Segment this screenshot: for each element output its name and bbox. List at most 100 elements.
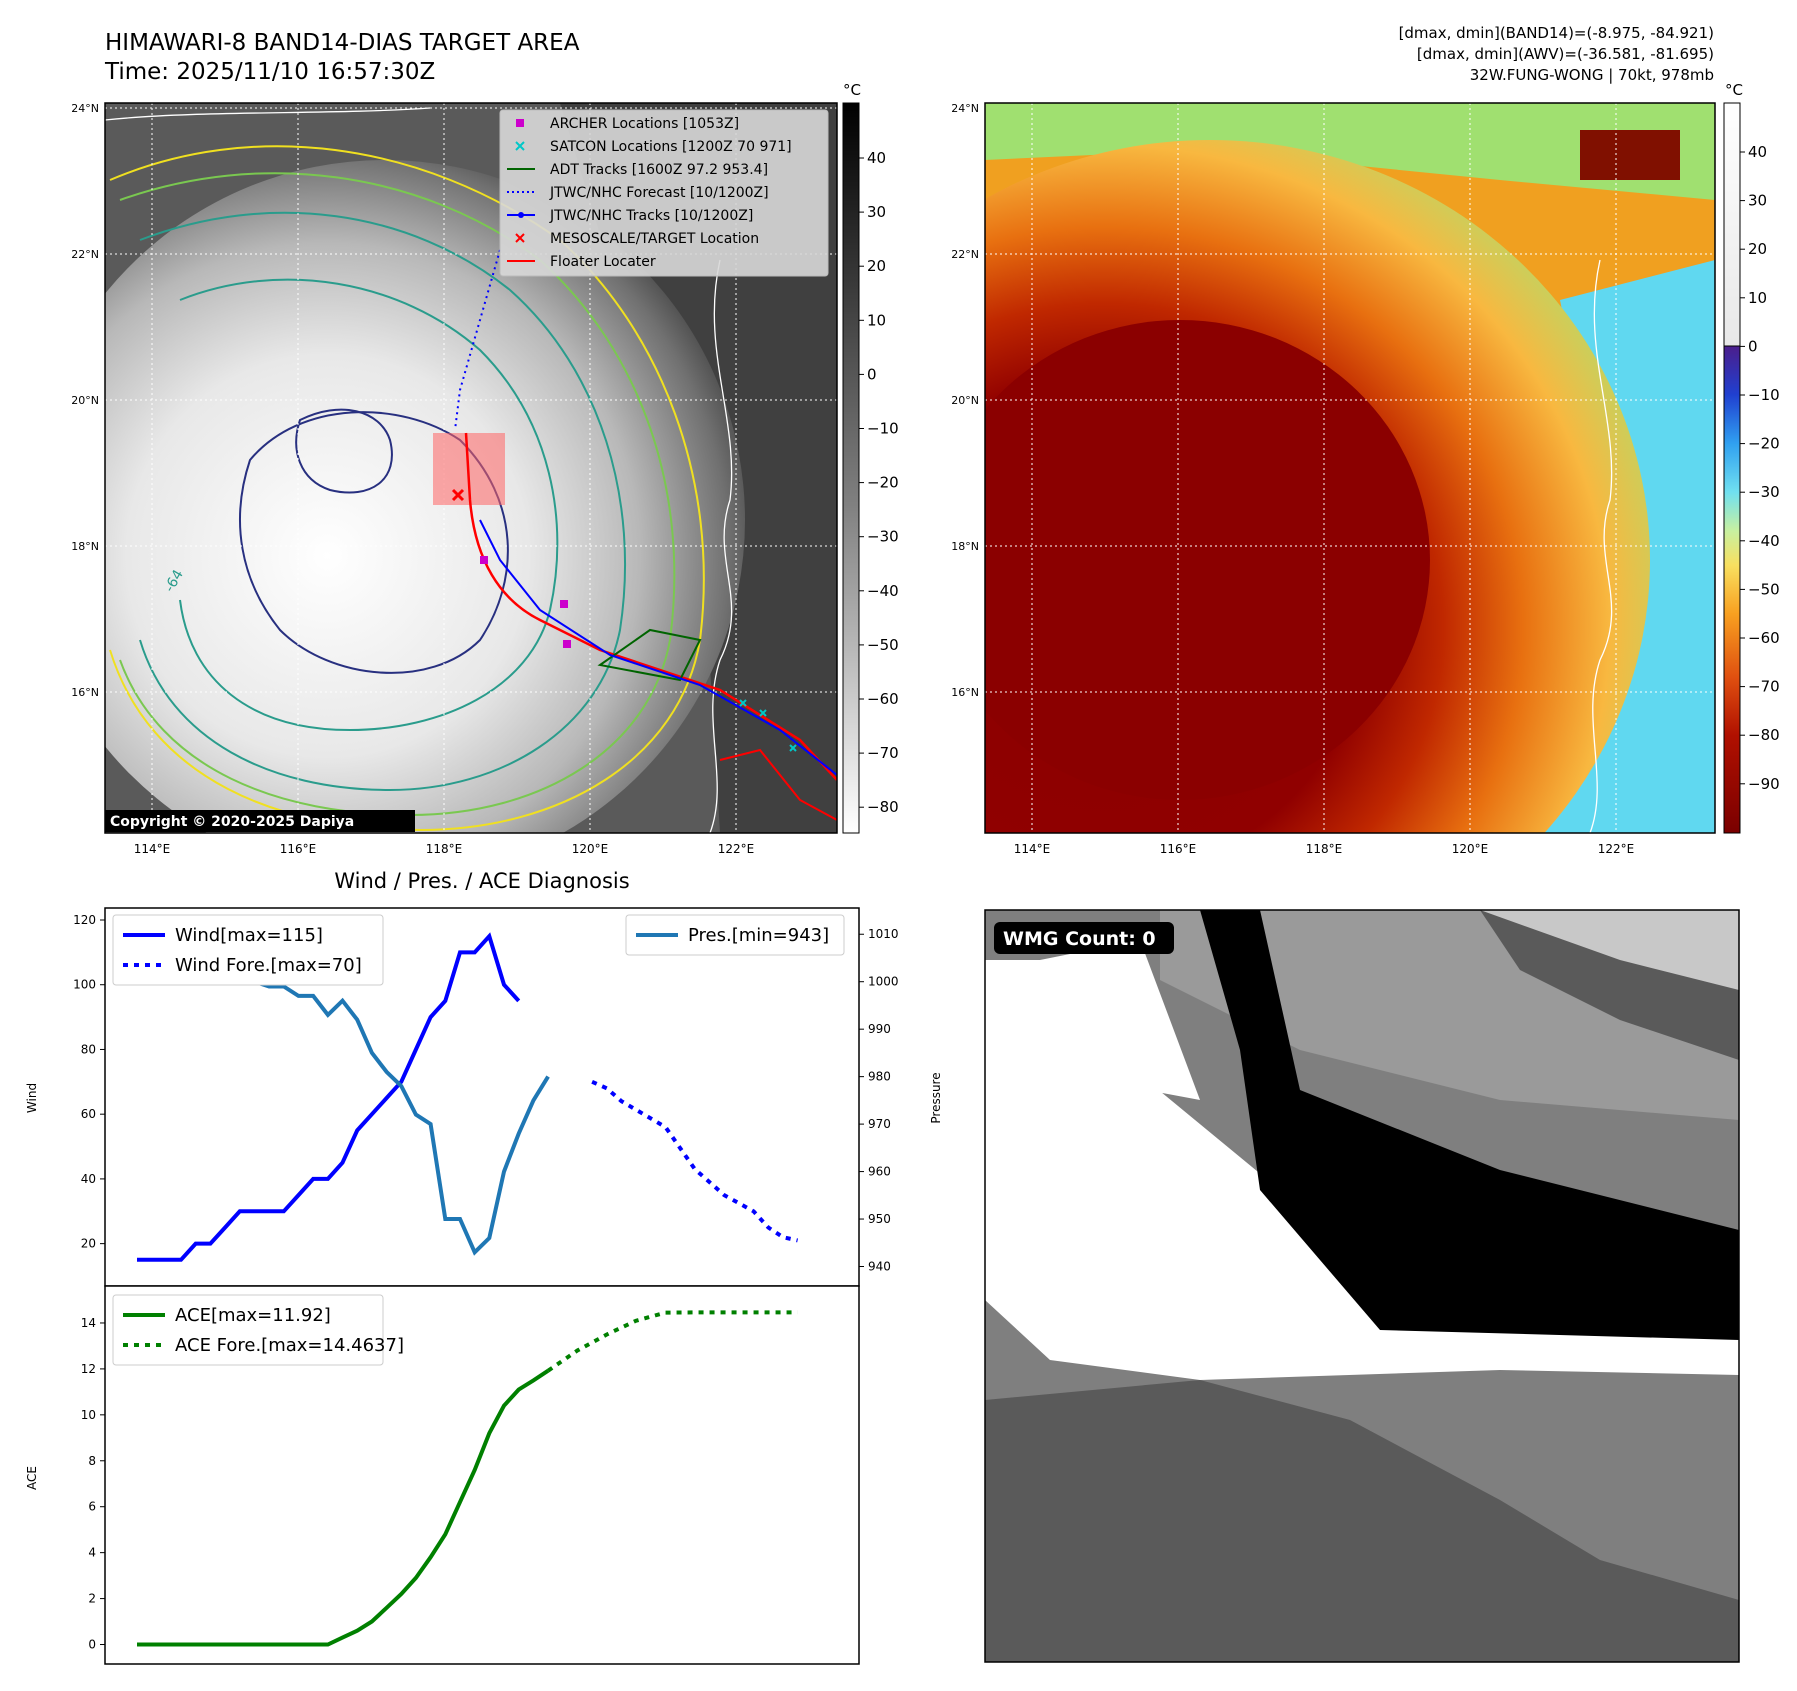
y2-tick: 980 bbox=[868, 1070, 891, 1084]
figure-title: HIMAWARI-8 BAND14-DIAS TARGET AREA bbox=[105, 30, 580, 56]
awv-gridlines bbox=[985, 103, 1715, 833]
y-tick: 120 bbox=[73, 913, 96, 927]
colorbar-tick: −90 bbox=[1748, 775, 1780, 793]
legend-entry: ADT Tracks [1600Z 97.2 953.4] bbox=[507, 162, 768, 178]
legend-label: JTWC/NHC Tracks [10/1200Z] bbox=[549, 208, 753, 224]
ir-colorbar bbox=[842, 102, 860, 834]
colorbar-tick: −40 bbox=[1748, 532, 1780, 550]
ir-cloud-shield bbox=[105, 160, 745, 833]
colorbar-tick: 10 bbox=[867, 311, 886, 329]
legend-label: Floater Locater bbox=[550, 254, 656, 270]
satcon-markers bbox=[739, 699, 797, 752]
chart-legend bbox=[112, 914, 384, 986]
legend-label: ACE Fore.[max=14.4637] bbox=[175, 1335, 404, 1356]
series-line bbox=[137, 932, 521, 1262]
colorbar-tick: 20 bbox=[1748, 240, 1767, 258]
y-tick: 12 bbox=[81, 1362, 96, 1376]
legend-label: Pres.[min=943] bbox=[688, 925, 829, 946]
coastline-luzon bbox=[709, 259, 733, 833]
ir-panel: -64 ARCHER Locations [1053Z]SATCON Locat… bbox=[104, 81, 899, 834]
colorbar-tick: −20 bbox=[1748, 435, 1780, 453]
contour-green bbox=[119, 172, 676, 817]
lat-label: 16°N bbox=[71, 686, 99, 699]
colorbar-tick: −60 bbox=[1748, 629, 1780, 647]
awv-north-band bbox=[985, 103, 1715, 200]
legend-label: ARCHER Locations [1053Z] bbox=[550, 116, 739, 132]
legend-label: Wind[max=115] bbox=[175, 925, 323, 946]
y-tick: 4 bbox=[88, 1546, 96, 1560]
legend-label: ADT Tracks [1600Z 97.2 953.4] bbox=[550, 162, 768, 178]
colorbar-tick: 10 bbox=[1748, 289, 1767, 307]
lon-label: 114°E bbox=[134, 842, 171, 856]
lon-label: 116°E bbox=[1160, 842, 1197, 856]
y-tick: 10 bbox=[81, 1408, 96, 1422]
y-tick: 8 bbox=[88, 1454, 96, 1468]
awv-coastline bbox=[1589, 259, 1613, 833]
coastline-china bbox=[105, 107, 431, 121]
legend-label: Wind Fore.[max=70] bbox=[175, 955, 362, 976]
y-tick: 100 bbox=[73, 978, 96, 992]
y-tick: 0 bbox=[88, 1638, 96, 1652]
lat-label: 16°N bbox=[951, 686, 979, 699]
y-tick: 2 bbox=[88, 1592, 96, 1606]
y2-tick: 960 bbox=[868, 1165, 891, 1179]
wmg-panel: WMG Count: 0 bbox=[984, 909, 1740, 1663]
lon-label: 120°E bbox=[572, 842, 609, 856]
colorbar-tick: 20 bbox=[867, 257, 886, 275]
ace-chart: 0 2 4 6 8 10 12 14 ACE ACE[max=11.92] ACE Fore.[ma… bbox=[25, 1285, 860, 1665]
y2-tick: 970 bbox=[868, 1117, 891, 1131]
floater-locater-track-2 bbox=[719, 748, 837, 821]
lon-label: 118°E bbox=[1306, 842, 1343, 856]
y2-tick: 1000 bbox=[868, 975, 899, 989]
awv-frame bbox=[984, 102, 1716, 834]
lon-label: 118°E bbox=[426, 842, 463, 856]
legend-entry: JTWC/NHC Tracks [10/1200Z] bbox=[507, 208, 753, 224]
wmg-count-badge bbox=[994, 922, 1174, 954]
lat-label: 22°N bbox=[951, 248, 979, 261]
series-line bbox=[137, 1369, 550, 1647]
lat-label: 18°N bbox=[71, 540, 99, 553]
legend-entry: SATCON Locations [1200Z 70 971] bbox=[515, 139, 792, 155]
legend-entry: ARCHER Locations [1053Z] bbox=[516, 116, 739, 132]
awv-colorbar-top bbox=[1723, 102, 1741, 347]
contour-navy bbox=[239, 411, 509, 674]
lat-label: 24°N bbox=[71, 102, 99, 115]
lat-label: 18°N bbox=[951, 540, 979, 553]
y-tick: 6 bbox=[88, 1500, 96, 1514]
colorbar-tick: −50 bbox=[1748, 580, 1780, 598]
y-tick: 14 bbox=[81, 1316, 96, 1330]
y-axis-label: Wind bbox=[25, 1083, 39, 1113]
contour-teal bbox=[139, 211, 626, 792]
legend-entry: Floater Locater bbox=[507, 254, 656, 270]
awv-range: [dmax, dmin](AWV)=(-36.581, -81.695) bbox=[1417, 45, 1714, 63]
y2-tick: 950 bbox=[868, 1212, 891, 1226]
lon-label: 122°E bbox=[1598, 842, 1635, 856]
y-tick: 80 bbox=[81, 1042, 96, 1056]
wmg-light-region bbox=[1480, 910, 1739, 990]
colorbar-tick: 30 bbox=[867, 203, 886, 221]
y-tick: 60 bbox=[81, 1107, 96, 1121]
legend-entry: JTWC/NHC Forecast [10/1200Z] bbox=[507, 185, 769, 201]
lat-label: 22°N bbox=[71, 248, 99, 261]
colorbar-tick: −50 bbox=[867, 636, 899, 654]
series-line bbox=[591, 1079, 799, 1243]
lon-label: 122°E bbox=[718, 842, 755, 856]
awv-colorbar-bottom bbox=[1723, 345, 1741, 834]
band14-range: [dmax, dmin](BAND14)=(-8.975, -84.921) bbox=[1399, 24, 1714, 42]
awv-cold-core bbox=[985, 320, 1430, 800]
storm-info: 32W.FUNG-WONG | 70kt, 978mb bbox=[1470, 66, 1714, 84]
colorbar-tick: −20 bbox=[867, 474, 899, 492]
colorbar-tick: 40 bbox=[867, 149, 886, 167]
colorbar-tick: 40 bbox=[1748, 143, 1767, 161]
jtwc-track bbox=[479, 519, 837, 776]
colorbar-tick: −30 bbox=[1748, 483, 1780, 501]
target-marker bbox=[451, 488, 465, 502]
y2-tick: 1010 bbox=[868, 927, 899, 941]
legend-label: ACE[max=11.92] bbox=[175, 1305, 331, 1326]
adt-track bbox=[597, 628, 702, 682]
lat-label: 20°N bbox=[71, 394, 99, 407]
ir-colorbar-unit: °C bbox=[843, 81, 861, 99]
archer-markers bbox=[480, 556, 571, 648]
colorbar-tick: 0 bbox=[1748, 337, 1758, 355]
colorbar-tick: −70 bbox=[867, 744, 899, 762]
